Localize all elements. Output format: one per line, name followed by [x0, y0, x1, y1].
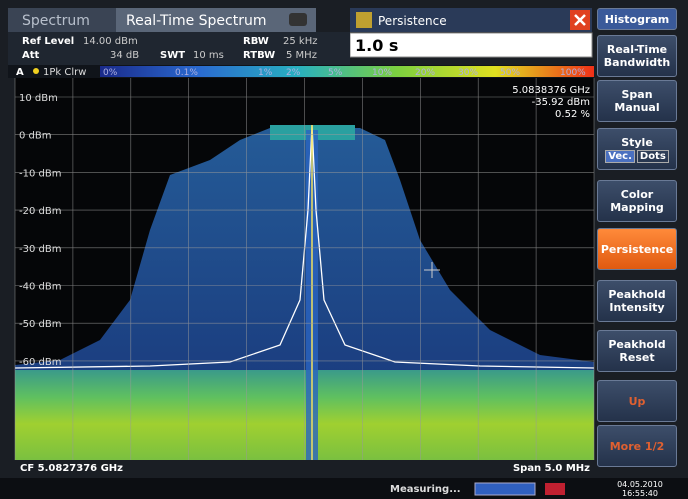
- marker-freq: 5.0838376 GHz: [512, 85, 590, 96]
- header-value: 5 MHz: [286, 50, 317, 61]
- style-options: Vec. Dots: [604, 149, 670, 163]
- header-label: RTBW: [243, 50, 275, 61]
- scale-label: 30%: [458, 68, 478, 78]
- header-value: 14.00 dBm: [83, 36, 138, 47]
- tab[interactable]: [8, 8, 116, 32]
- tab-label[interactable]: Spectrum: [22, 13, 90, 29]
- softkey[interactable]: Peakhold Intensity: [597, 280, 677, 322]
- footer: [15, 460, 594, 474]
- y-label: -40 dBm: [19, 282, 61, 293]
- tab-icon: [289, 13, 307, 26]
- header-value: 34 dB: [110, 50, 139, 61]
- style-option[interactable]: Dots: [636, 150, 669, 163]
- scale-label: 20%: [415, 68, 435, 78]
- marker-persistence: 0.52 %: [555, 109, 590, 120]
- y-label: 0 dBm: [19, 131, 52, 142]
- scale-label: 2%: [286, 68, 301, 78]
- scale-label: 100%: [560, 68, 586, 78]
- softkey[interactable]: Peakhold Reset: [597, 330, 677, 372]
- marker-cross: [424, 262, 440, 278]
- dialog-titlebar: [350, 8, 592, 32]
- softkey[interactable]: Persistence: [597, 228, 677, 270]
- scale-label: 50%: [500, 68, 520, 78]
- softkey[interactable]: Span Manual: [597, 80, 677, 122]
- dialog-input[interactable]: [349, 32, 593, 58]
- trace-mode: 1Pk Clrw: [43, 67, 86, 78]
- scale-label: 5%: [328, 68, 343, 78]
- marker-level: -35.92 dBm: [532, 97, 590, 108]
- y-label: -50 dBm: [19, 319, 61, 330]
- progress: [474, 482, 536, 496]
- softkey[interactable]: Color Mapping: [597, 180, 677, 222]
- scale-label: 10%: [372, 68, 392, 78]
- status-icon: [545, 483, 565, 495]
- dialog-title: Persistence: [378, 14, 447, 28]
- close-icon[interactable]: [574, 14, 586, 26]
- scale-label: 1%: [258, 68, 273, 78]
- header-label: SWT: [160, 50, 185, 61]
- span: Span 5.0 MHz: [513, 463, 590, 474]
- header-label: Ref Level: [22, 36, 74, 47]
- date: 04.05.2010: [617, 480, 663, 489]
- softkey-title: Histogram: [597, 8, 677, 30]
- time: 16:55:40: [622, 489, 658, 498]
- scale-label: 0.1%: [175, 68, 198, 78]
- input-value[interactable]: 1.0 s: [355, 36, 398, 55]
- center-freq: CF 5.0827376 GHz: [20, 463, 123, 474]
- trace-dot: [33, 68, 39, 74]
- softkey[interactable]: Style Vec. Dots: [597, 128, 677, 170]
- tab[interactable]: [116, 8, 316, 32]
- header-label: RBW: [243, 36, 269, 47]
- trace-id: A: [16, 67, 24, 78]
- tab-label[interactable]: Real-Time Spectrum: [126, 13, 267, 29]
- status-text: Measuring...: [390, 484, 461, 495]
- y-label: -60 dBm: [19, 357, 61, 368]
- color-bar: [100, 66, 594, 77]
- header-value: 10 ms: [193, 50, 224, 61]
- y-label: 10 dBm: [19, 93, 58, 104]
- header: [8, 32, 350, 65]
- y-label: -20 dBm: [19, 206, 61, 217]
- softkey-label[interactable]: Style: [621, 136, 653, 149]
- softkey[interactable]: More 1/2: [597, 425, 677, 467]
- scale-label: 0%: [103, 68, 118, 78]
- y-label: -30 dBm: [19, 244, 61, 255]
- status-bar: [0, 478, 688, 499]
- softkey[interactable]: Up: [597, 380, 677, 422]
- dialog-icon: [356, 12, 372, 28]
- header-value: 25 kHz: [283, 36, 317, 47]
- y-label: -10 dBm: [19, 168, 61, 179]
- header-label: Att: [22, 50, 40, 61]
- softkey[interactable]: Real-Time Bandwidth: [597, 35, 677, 77]
- style-option[interactable]: Vec.: [605, 150, 635, 163]
